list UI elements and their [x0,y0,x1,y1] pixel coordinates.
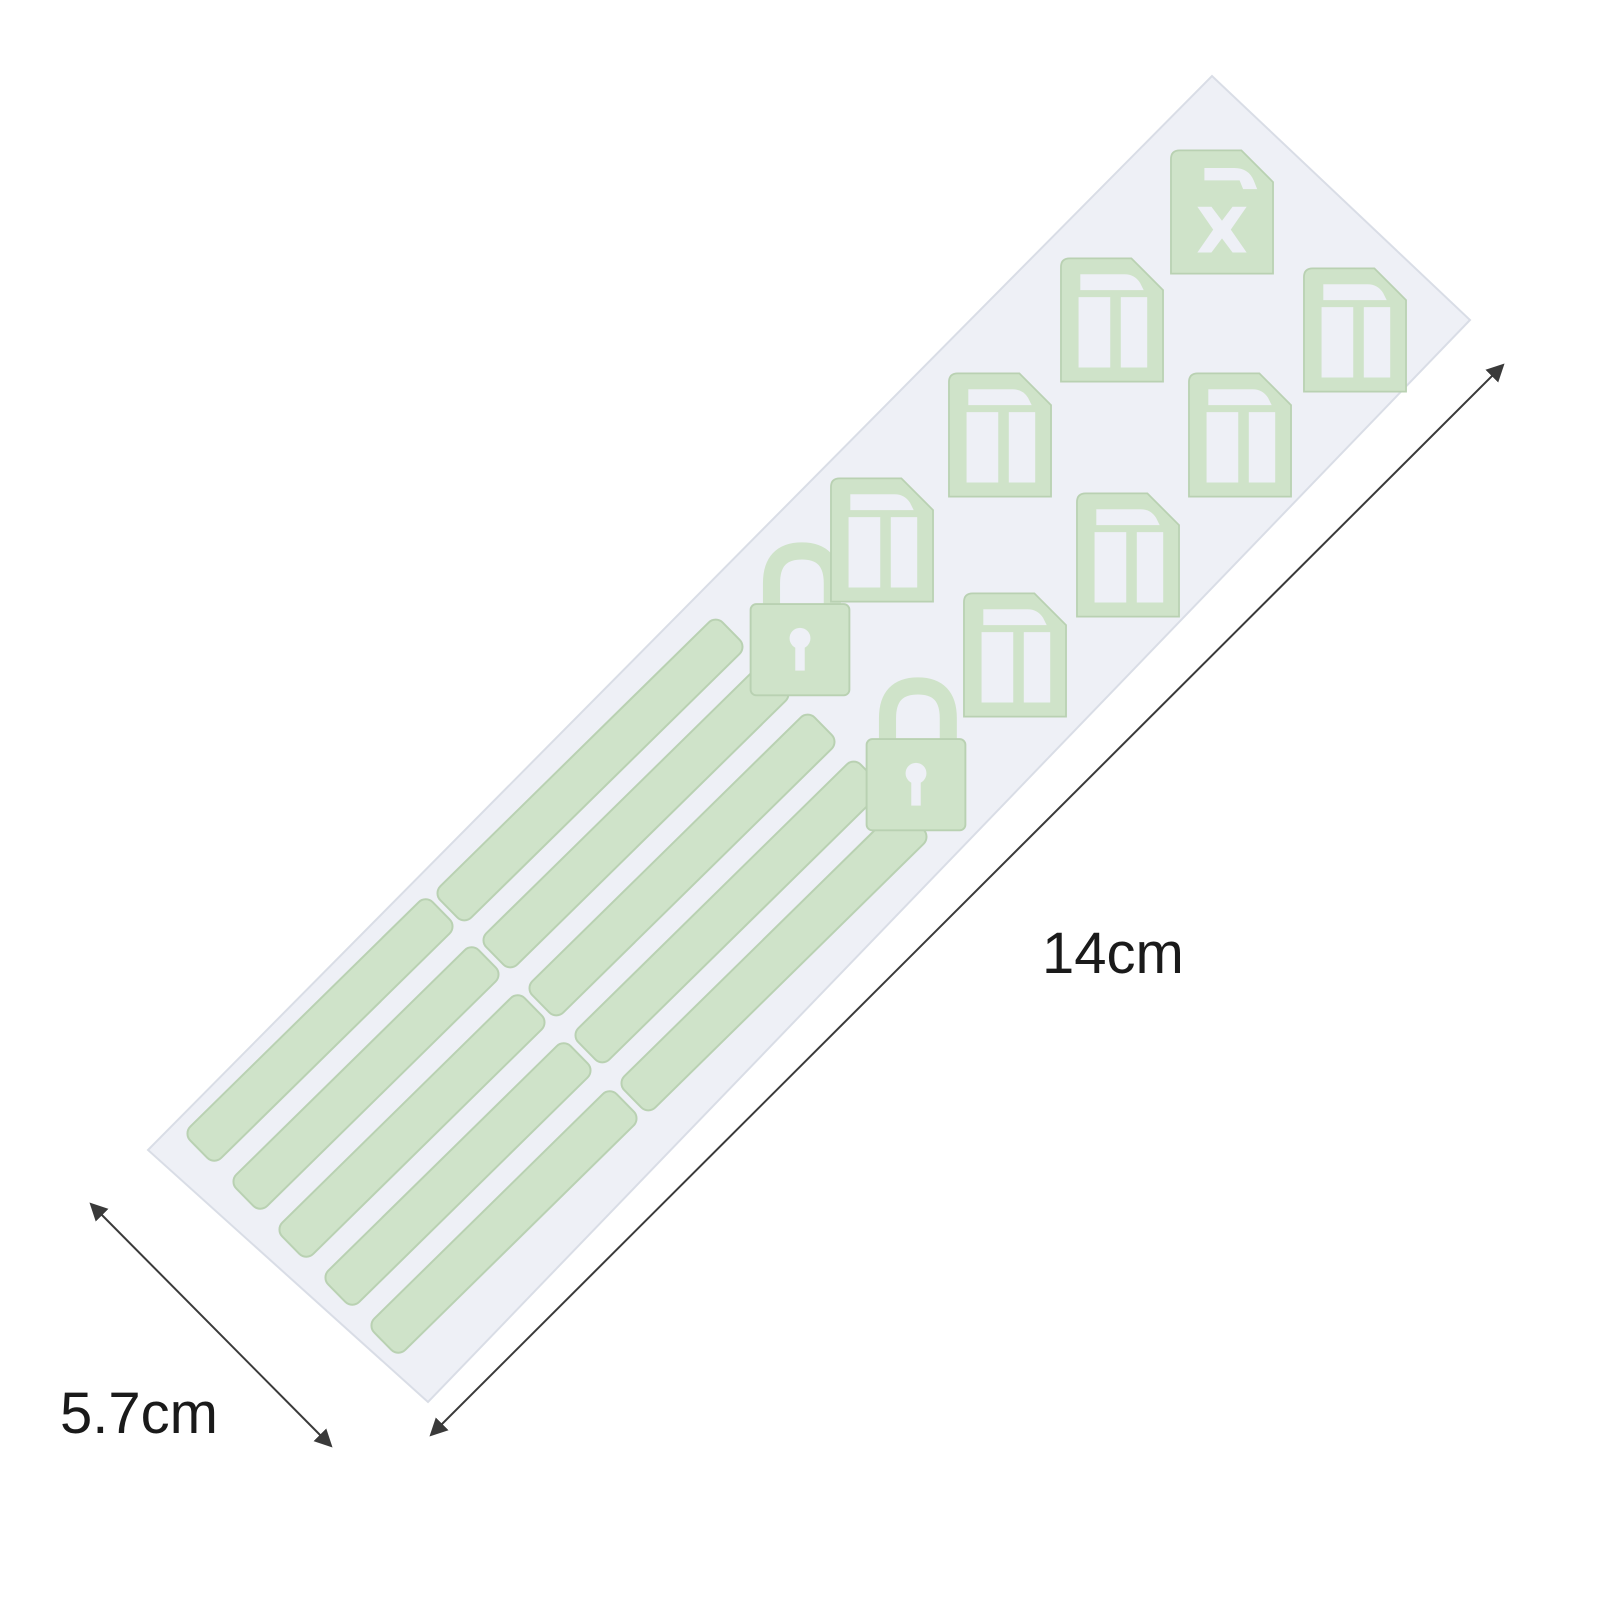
door-icon [948,372,1052,498]
width-dimension-line [89,1202,333,1448]
width-label: 5.7cm [60,1381,218,1446]
length-dimension-line [429,363,1505,1437]
door-icon [830,477,934,603]
length-label: 14cm [1042,921,1184,986]
close-x-icon [1170,149,1274,275]
door-icon [1303,267,1407,393]
door-icon [963,592,1067,718]
door-icon [1188,372,1292,498]
door-icon [1076,492,1180,618]
door-icon [1060,257,1164,383]
close-key-sticker [1170,149,1274,275]
